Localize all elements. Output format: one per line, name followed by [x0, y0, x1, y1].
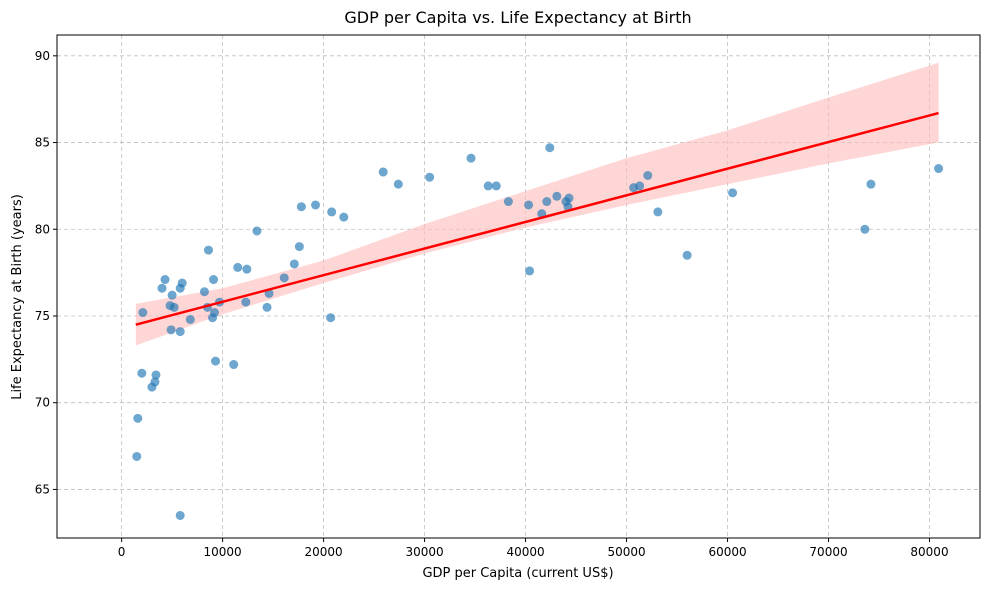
confidence-band-layer [135, 62, 939, 346]
data-point [311, 200, 321, 210]
y-tick-label: 75 [35, 309, 50, 323]
regression-line-layer [135, 111, 939, 326]
data-point [252, 226, 262, 236]
x-axis-ticks: 0 10000 20000 30000 40000 50000 60000 70000 8000… [118, 538, 949, 559]
y-axis-ticks: 65 70 75 80 85 90 [35, 49, 57, 496]
y-axis-label: Life Expectancy at Birth (years) [10, 194, 25, 400]
data-point [934, 164, 944, 174]
data-point [175, 327, 185, 337]
data-point [728, 188, 738, 198]
data-point [425, 172, 435, 182]
x-tick-label: 60000 [708, 545, 746, 559]
data-point [327, 207, 337, 217]
data-point [326, 313, 336, 323]
plot-area-frame [56, 34, 981, 539]
data-point [241, 297, 251, 307]
data-point [525, 266, 535, 276]
data-point [209, 275, 219, 285]
data-point [210, 308, 220, 318]
data-point [294, 242, 304, 252]
data-point [175, 510, 185, 520]
data-point [177, 278, 187, 288]
data-point [682, 250, 692, 260]
x-tick-label: 70000 [809, 545, 847, 559]
data-point [167, 290, 177, 300]
data-point [491, 181, 501, 191]
data-point [860, 224, 870, 234]
data-point [185, 314, 195, 324]
points-layer [132, 143, 944, 520]
regression-line [135, 111, 939, 326]
data-point [643, 170, 653, 180]
data-point [378, 167, 388, 177]
data-point [564, 193, 574, 203]
data-point [866, 179, 876, 189]
data-point [524, 200, 534, 210]
data-point [296, 202, 306, 212]
data-point [157, 283, 167, 293]
data-point [233, 262, 243, 272]
data-point [339, 212, 349, 222]
data-point [242, 264, 252, 274]
data-point [289, 259, 299, 269]
x-tick-label: 10000 [204, 545, 242, 559]
data-point [199, 287, 209, 297]
confidence-band [135, 62, 939, 346]
data-point [393, 179, 403, 189]
data-point [229, 360, 239, 370]
y-tick-label: 90 [35, 49, 50, 63]
data-point [133, 413, 143, 423]
data-point [262, 302, 272, 312]
x-tick-label: 20000 [305, 545, 343, 559]
x-tick-label: 80000 [910, 545, 948, 559]
data-point [203, 245, 213, 255]
x-axis-label: GDP per Capita (current US$) [422, 566, 613, 581]
data-point [653, 207, 663, 217]
data-point [132, 451, 142, 461]
data-point [211, 356, 221, 366]
data-point [635, 181, 645, 191]
x-tick-label: 30000 [405, 545, 443, 559]
data-point [166, 325, 176, 335]
y-tick-label: 65 [35, 482, 50, 496]
y-tick-label: 80 [35, 222, 50, 236]
data-point [542, 197, 552, 207]
data-point [160, 275, 170, 285]
data-point [483, 181, 493, 191]
x-tick-label: 40000 [506, 545, 544, 559]
data-point [279, 273, 289, 283]
data-point [151, 370, 161, 380]
data-point [150, 377, 160, 387]
data-point [138, 308, 148, 318]
y-tick-label: 85 [35, 136, 50, 150]
data-point [552, 191, 562, 201]
chart-title: GDP per Capita vs. Life Expectancy at Bi… [344, 8, 691, 27]
x-tick-label: 50000 [607, 545, 645, 559]
data-point [545, 143, 555, 153]
x-tick-label: 0 [118, 545, 126, 559]
y-tick-label: 70 [35, 396, 50, 410]
data-point [169, 302, 179, 312]
data-point [137, 368, 147, 378]
data-point [466, 153, 476, 163]
data-point [503, 197, 513, 207]
